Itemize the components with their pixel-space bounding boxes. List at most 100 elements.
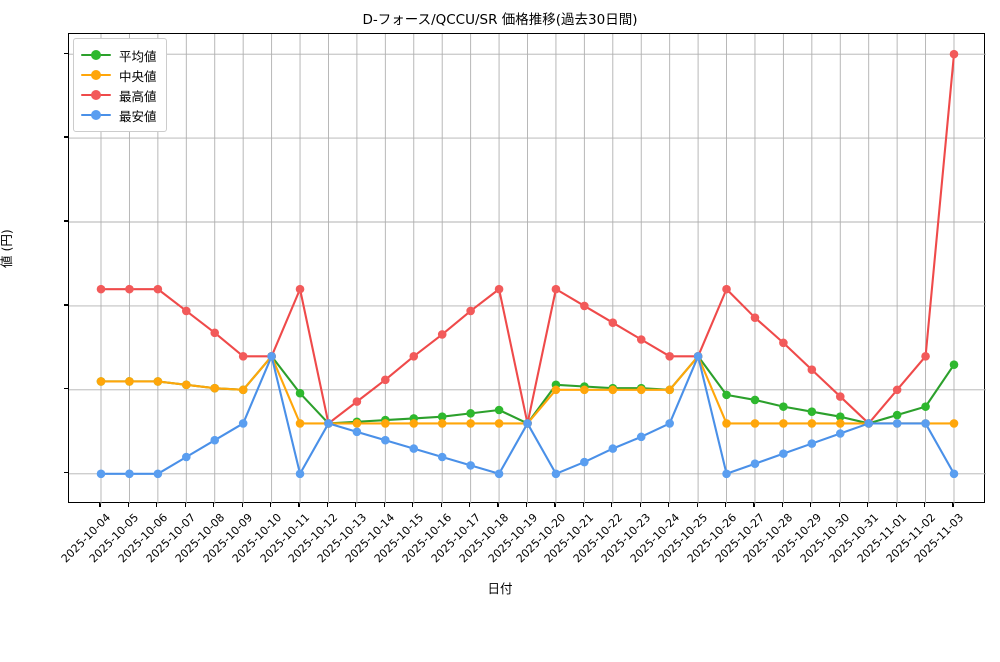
data-point [238, 385, 248, 395]
data-point [665, 419, 674, 428]
x-tick-mark [469, 503, 471, 507]
data-point [182, 380, 191, 390]
x-tick-mark [639, 503, 641, 507]
data-point [608, 385, 618, 395]
data-point [807, 419, 817, 428]
data-point [892, 385, 902, 395]
data-point [693, 351, 703, 361]
data-point [722, 284, 731, 294]
data-point [494, 284, 504, 294]
data-point [125, 284, 134, 294]
data-point [580, 457, 589, 467]
data-point [779, 338, 788, 348]
data-point [295, 388, 305, 398]
x-tick-mark [127, 503, 130, 507]
data-point [580, 301, 589, 311]
data-point [437, 330, 447, 339]
data-point [636, 432, 646, 442]
data-point [437, 412, 447, 422]
data-point [835, 412, 845, 422]
data-point [722, 469, 731, 479]
data-point [494, 419, 504, 428]
x-tick-mark [810, 503, 812, 507]
x-tick-mark [412, 503, 414, 507]
data-point [779, 449, 788, 458]
y-axis-label: 値 (円) [0, 229, 14, 268]
data-point [96, 284, 106, 294]
data-point [949, 49, 959, 59]
data-point [580, 385, 589, 395]
data-point [636, 335, 646, 344]
data-point [125, 469, 134, 479]
legend-swatch-icon [81, 108, 111, 122]
data-point [295, 469, 305, 479]
plot-svg [69, 34, 986, 504]
data-point [494, 469, 504, 479]
chart-legend: 平均値 中央値 最高値 最安値 [73, 38, 167, 132]
legend-swatch-icon [81, 68, 111, 82]
x-tick-mark [923, 503, 926, 507]
data-point [608, 318, 618, 328]
data-point [352, 397, 362, 406]
data-point [238, 351, 248, 361]
data-point [551, 469, 561, 479]
data-point [295, 284, 305, 294]
data-point [892, 410, 902, 420]
x-tick-mark [781, 503, 783, 507]
data-point [835, 429, 845, 438]
legend-item-3[interactable]: 最安値 [81, 105, 157, 125]
data-point [437, 419, 447, 428]
data-point [750, 459, 760, 469]
legend-item-0[interactable]: 平均値 [81, 45, 157, 65]
data-point [125, 377, 134, 386]
x-tick-mark [895, 503, 897, 507]
data-point [750, 419, 760, 428]
data-point [381, 435, 390, 445]
data-point [665, 385, 674, 395]
data-point [892, 419, 902, 428]
data-point [779, 402, 788, 411]
x-tick-mark [156, 503, 158, 507]
data-point [210, 328, 220, 338]
x-tick-mark [582, 503, 584, 507]
x-tick-mark [554, 503, 556, 507]
legend-item-2[interactable]: 最高値 [81, 85, 157, 105]
legend-item-1[interactable]: 中央値 [81, 65, 157, 85]
data-point [238, 419, 248, 428]
data-point [182, 306, 191, 316]
data-point [466, 419, 475, 428]
data-point [665, 351, 674, 361]
data-point [466, 409, 475, 418]
chart-figure: D-フォース/QCCU/SR 価格推移(過去30日間) 値 (円) 日付 501… [0, 12, 986, 596]
data-point [807, 439, 817, 448]
data-point [722, 390, 731, 400]
data-point [949, 360, 959, 369]
x-tick-mark [525, 503, 528, 507]
x-tick-mark [298, 503, 300, 507]
data-point [267, 351, 276, 361]
x-tick-mark [696, 503, 698, 507]
x-tick-mark [952, 503, 954, 507]
x-tick-mark [213, 503, 215, 507]
x-tick-mark [867, 503, 869, 507]
data-point [921, 351, 930, 361]
data-point [96, 469, 106, 479]
data-point [722, 419, 731, 428]
data-point [295, 419, 305, 428]
y-tick-mark [64, 304, 68, 306]
y-tick-mark [64, 136, 68, 138]
y-tick-mark [64, 52, 68, 54]
y-tick-mark [64, 220, 68, 222]
data-point [381, 375, 390, 385]
data-point [779, 419, 788, 428]
data-point [409, 351, 419, 361]
data-point [210, 383, 220, 393]
data-point [949, 469, 959, 479]
legend-swatch-icon [81, 88, 111, 102]
data-point [921, 402, 930, 411]
x-tick-mark [241, 503, 243, 507]
data-point [807, 407, 817, 416]
data-point [182, 452, 191, 462]
data-point [835, 419, 845, 428]
data-point [523, 419, 532, 428]
